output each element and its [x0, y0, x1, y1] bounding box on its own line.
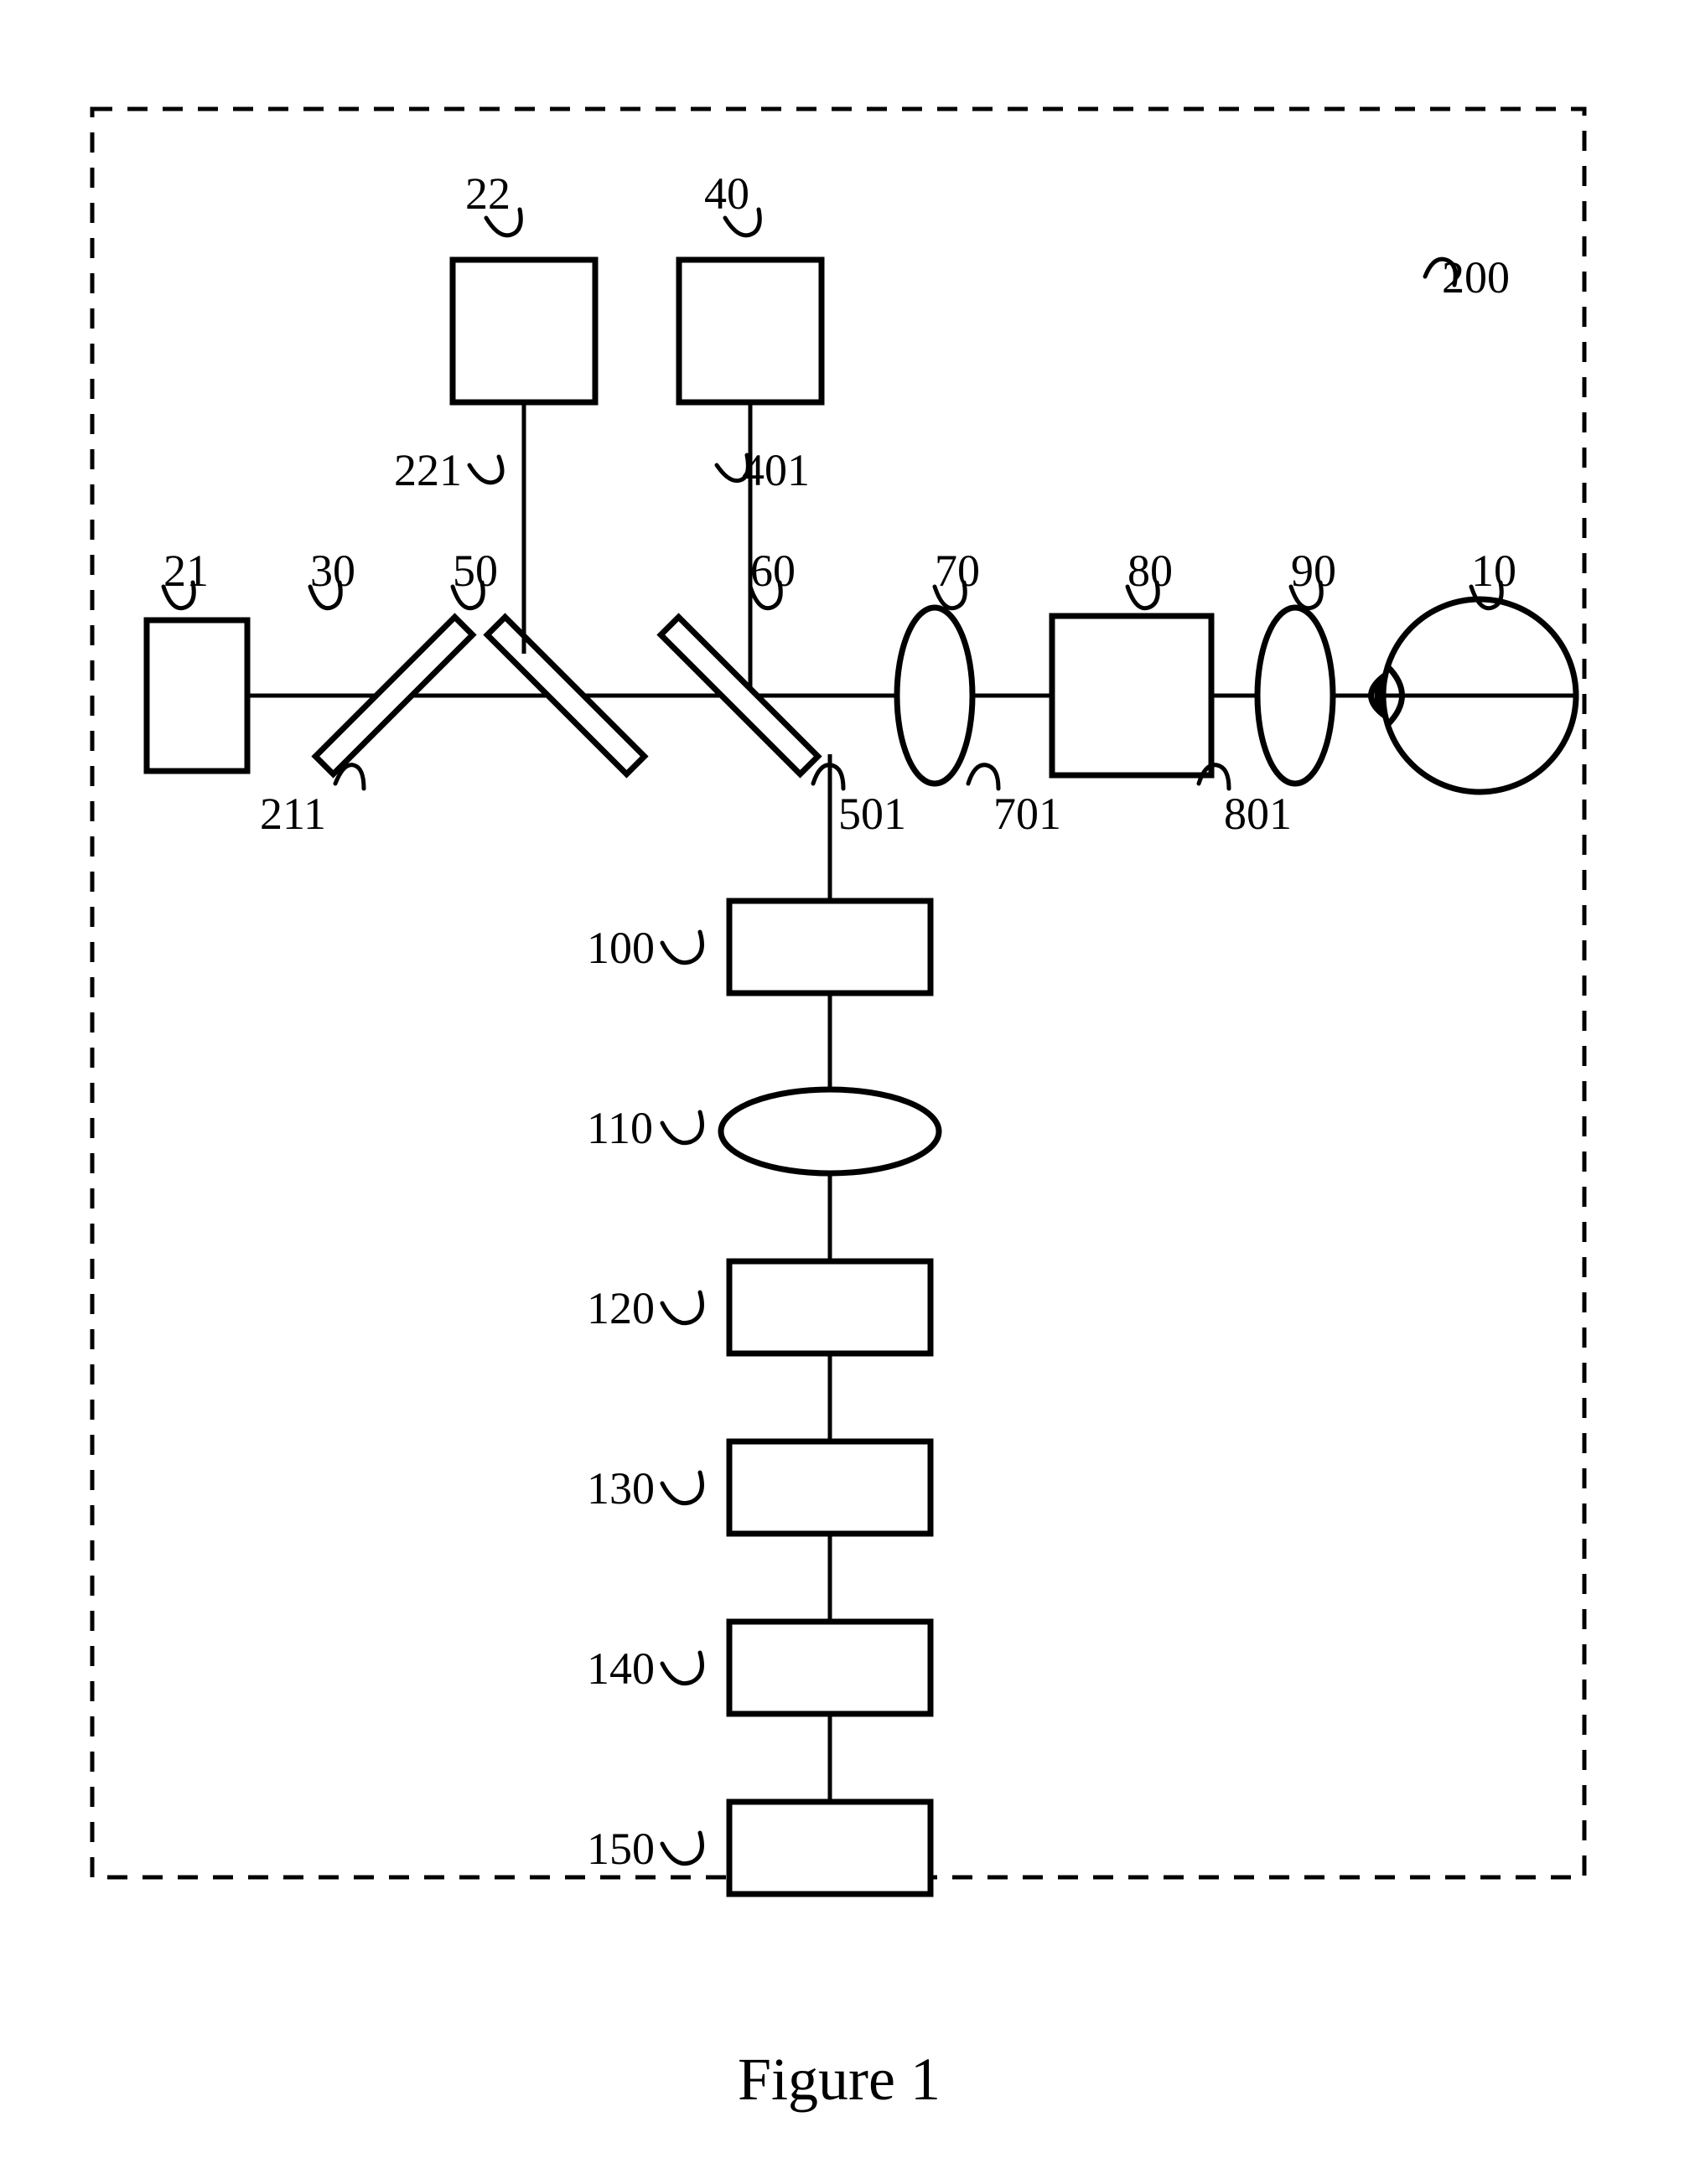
box-b150	[729, 1802, 930, 1894]
label-80: 80	[1127, 545, 1173, 597]
box-b22	[453, 260, 595, 402]
label-200: 200	[1442, 251, 1510, 303]
box-b130	[729, 1441, 930, 1534]
tick-t150	[662, 1833, 702, 1864]
box-b21	[147, 620, 247, 771]
lens-l90	[1257, 608, 1333, 784]
tick-t100	[662, 932, 702, 963]
label-100: 100	[587, 922, 655, 974]
lens-l70	[897, 608, 972, 784]
box-b120	[729, 1261, 930, 1353]
lens-l110	[721, 1089, 939, 1173]
label-90: 90	[1291, 545, 1336, 597]
label-110: 110	[587, 1102, 653, 1154]
tick-t140	[662, 1653, 702, 1684]
box-b140	[729, 1622, 930, 1714]
label-211: 211	[260, 788, 326, 840]
box-b100	[729, 901, 930, 993]
label-10: 10	[1471, 545, 1516, 597]
box-b40	[679, 260, 822, 402]
label-150: 150	[587, 1823, 655, 1875]
label-401: 401	[742, 444, 810, 496]
label-50: 50	[453, 545, 498, 597]
tick-t120	[662, 1292, 702, 1323]
tick-t701	[968, 765, 998, 789]
label-801: 801	[1224, 788, 1292, 840]
box-b80	[1052, 616, 1211, 775]
label-21: 21	[163, 545, 209, 597]
label-221: 221	[394, 444, 462, 496]
optical-diagram	[0, 0, 1695, 2184]
label-40: 40	[704, 168, 749, 220]
tick-t130	[662, 1472, 702, 1503]
tick-t110	[662, 1112, 702, 1143]
label-140: 140	[587, 1643, 655, 1695]
figure-caption: Figure 1	[738, 2045, 941, 2114]
label-30: 30	[310, 545, 355, 597]
label-501: 501	[838, 788, 906, 840]
tick-t221	[469, 457, 502, 483]
label-130: 130	[587, 1462, 655, 1514]
label-22: 22	[465, 168, 511, 220]
label-60: 60	[750, 545, 796, 597]
label-70: 70	[935, 545, 980, 597]
label-701: 701	[993, 788, 1061, 840]
label-120: 120	[587, 1282, 655, 1334]
